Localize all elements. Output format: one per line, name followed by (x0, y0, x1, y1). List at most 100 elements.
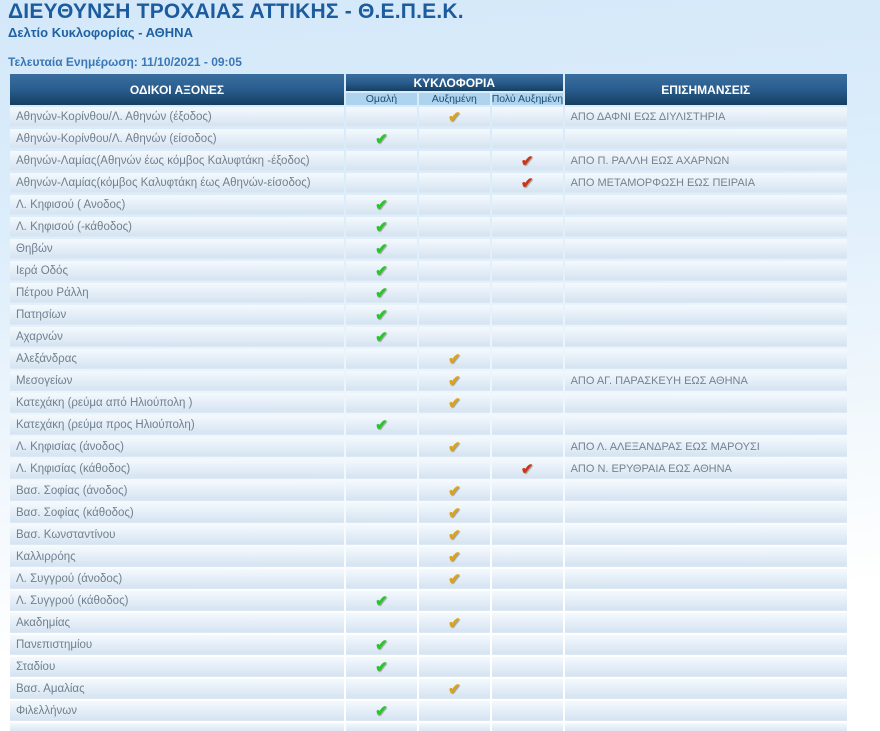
table-row: Σταδίου ✔ (10, 657, 847, 677)
table-row: Λ. Κηφισίας (κάθοδος) ✔ ΑΠΟ Ν. ΕΡΥΘΡΑΙΑ ΕΩ… (10, 459, 847, 479)
status-cell-normal: ✔ (346, 305, 417, 325)
status-cell-normal: ✔ (346, 657, 417, 677)
check-icon: ✔ (447, 483, 461, 500)
table-row: Βασ. Αμαλίας ✔ (10, 679, 847, 699)
remark-label (564, 701, 847, 721)
road-axis-label: Φιλελλήνων (10, 701, 345, 721)
road-axis-label: Βασ. Σοφίας (άνοδος) (10, 481, 345, 501)
traffic-table-header: ΟΔΙΚΟΙ ΑΞΟΝΕΣ ΚΥΚΛΟΦΟΡΙΑ ΕΠΙΣΗΜΑΝΣΕΙΣ Ομ… (10, 74, 847, 105)
remark-label (564, 569, 847, 589)
table-row: Αθηνών-Κορίνθου/Λ. Αθηνών (έξοδος) ✔ ΑΠΟ Δ… (10, 107, 847, 127)
remark-label (564, 305, 847, 325)
status-cell-increased: ✔ (418, 503, 490, 523)
status-cell-increased (418, 327, 490, 347)
status-cell-normal: ✔ (346, 283, 417, 303)
status-cell-increased: ✔ (418, 393, 490, 413)
check-icon: ✔ (520, 153, 534, 170)
status-cell-very_increased (491, 547, 563, 567)
check-icon: ✔ (447, 527, 461, 544)
status-cell-normal: ✔ (346, 129, 417, 149)
road-axis-label: Αθηνών-Κορίνθου/Λ. Αθηνών (έξοδος) (10, 107, 345, 127)
page-title: ΔΙΕΥΘΥΝΣΗ ΤΡΟΧΑΙΑΣ ΑΤΤΙΚΗΣ - Θ.Ε.Π.Ε.Κ. (8, 0, 464, 23)
status-cell-increased: ✔ (418, 547, 490, 567)
table-row: Αθηνών-Κορίνθου/Λ. Αθηνών (είσοδος) ✔ (10, 129, 847, 149)
remark-label: ΑΠΟ Ν. ΕΡΥΘΡΑΙΑ ΕΩΣ ΑΘΗΝΑ (564, 459, 847, 479)
table-row: Ακαδημίας ✔ (10, 613, 847, 633)
check-icon: ✔ (447, 395, 461, 412)
status-cell-very_increased (491, 657, 563, 677)
status-cell-increased (418, 283, 490, 303)
status-cell-very_increased (491, 635, 563, 655)
road-axis-label: Αλεξάνδρας (10, 349, 345, 369)
check-icon: ✔ (447, 505, 461, 522)
check-icon: ✔ (447, 615, 461, 632)
remark-label: ΑΠΟ Λ. ΑΛΕΞΑΝΔΡΑΣ ΕΩΣ ΜΑΡΟΥΣΙ (564, 437, 847, 457)
status-cell-normal (346, 569, 417, 589)
remark-label (564, 261, 847, 281)
table-row: Βασ. Κωνσταντίνου ✔ (10, 525, 847, 545)
status-cell-normal (346, 503, 417, 523)
status-cell-very_increased (491, 305, 563, 325)
status-cell-very_increased (491, 217, 563, 237)
remark-label: ΑΠΟ ΜΕΤΑΜΟΡΦΩΣΗ ΕΩΣ ΠΕΙΡΑΙΑ (564, 173, 847, 193)
status-cell-increased (418, 217, 490, 237)
status-cell-increased: ✔ (418, 613, 490, 633)
check-icon: ✔ (447, 109, 461, 126)
road-axis-label: Λ. Συγγρού (κάθοδος) (10, 591, 345, 611)
check-icon: ✔ (375, 197, 388, 214)
table-row: Βασ. Σοφίας (κάθοδος) ✔ (10, 503, 847, 523)
check-icon: ✔ (447, 351, 461, 368)
status-cell-very_increased (491, 415, 563, 435)
status-cell-normal: ✔ (346, 591, 417, 611)
check-icon: ✔ (447, 549, 461, 566)
check-icon: ✔ (447, 439, 461, 456)
table-row: Ιερά Οδός ✔ (10, 261, 847, 281)
road-axis-label: Αθηνών-Κορίνθου/Λ. Αθηνών (είσοδος) (10, 129, 345, 149)
table-row-partial (10, 723, 847, 731)
check-icon: ✔ (375, 219, 388, 236)
remark-label: ΑΠΟ Π. ΡΑΛΛΗ ΕΩΣ ΑΧΑΡΝΩΝ (564, 151, 847, 171)
table-row: Αλεξάνδρας ✔ (10, 349, 847, 369)
check-icon: ✔ (375, 329, 388, 346)
check-icon: ✔ (375, 131, 388, 148)
status-cell-normal: ✔ (346, 415, 417, 435)
status-cell-very_increased (491, 349, 563, 369)
road-axis-label: Σταδίου (10, 657, 345, 677)
remark-label (564, 613, 847, 633)
status-cell-very_increased (491, 239, 563, 259)
status-cell-increased (418, 635, 490, 655)
road-axis-label: Καλλιρρόης (10, 547, 345, 567)
remark-label (564, 415, 847, 435)
road-axis-label: Πανεπιστημίου (10, 635, 345, 655)
status-cell-very_increased (491, 679, 563, 699)
status-cell-very_increased: ✔ (491, 459, 563, 479)
status-cell-very_increased (491, 503, 563, 523)
road-axis-label: Αθηνών-Λαμίας(Αθηνών έως κόμβος Καλυφτάκ… (10, 151, 345, 171)
remark-label (564, 635, 847, 655)
status-cell-very_increased (491, 283, 563, 303)
road-axis-label: Ακαδημίας (10, 613, 345, 633)
status-cell-very_increased (491, 569, 563, 589)
table-row: Πατησίων ✔ (10, 305, 847, 325)
remark-label (564, 657, 847, 677)
remark-label (564, 349, 847, 369)
table-row: Καλλιρρόης ✔ (10, 547, 847, 567)
status-cell-increased (418, 173, 490, 193)
remark-label (564, 129, 847, 149)
status-cell-increased (418, 305, 490, 325)
check-icon: ✔ (375, 637, 388, 654)
road-axis-label: Βασ. Σοφίας (κάθοδος) (10, 503, 345, 523)
status-cell-normal: ✔ (346, 195, 417, 215)
check-icon: ✔ (375, 659, 388, 676)
road-axis-label: Κατεχάκη (ρεύμα από Ηλιούπολη ) (10, 393, 345, 413)
road-axis-label: Πέτρου Ράλλη (10, 283, 345, 303)
remark-label (564, 503, 847, 523)
table-row: Αθηνών-Λαμίας(κόμβος Καλυφτάκη έως Αθηνώ… (10, 173, 847, 193)
status-cell-increased (418, 129, 490, 149)
status-cell-increased (418, 591, 490, 611)
remark-label (564, 525, 847, 545)
status-cell-normal (346, 151, 417, 171)
check-icon: ✔ (375, 263, 388, 280)
road-axis-label: Ιερά Οδός (10, 261, 345, 281)
status-cell-normal (346, 371, 417, 391)
